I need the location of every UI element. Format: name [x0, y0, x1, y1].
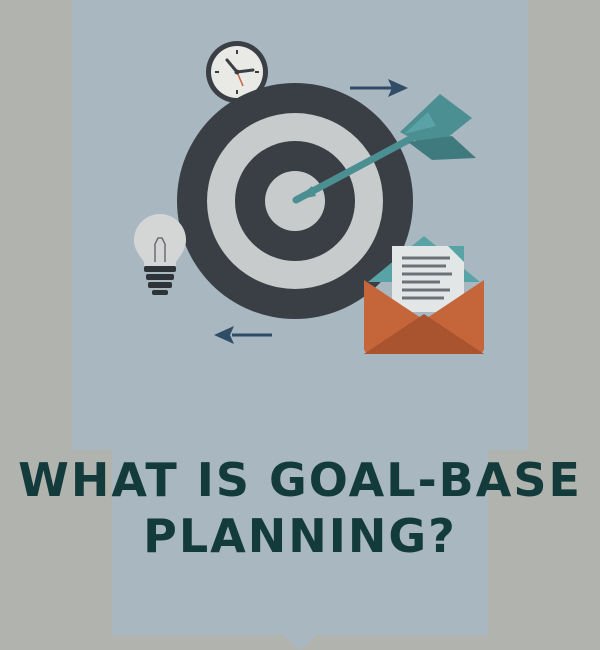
- lightbulb-icon: [134, 214, 186, 295]
- clock-icon: [206, 41, 268, 103]
- headline-line-2: PLANNING?: [143, 509, 457, 563]
- goal-illustration: [134, 41, 484, 354]
- arrow-left-icon: [214, 326, 272, 344]
- page-headline: WHAT IS GOAL-BASE PLANNING?: [0, 452, 600, 564]
- arrow-right-icon: [350, 79, 408, 97]
- illustration-panel-lower: [112, 450, 488, 635]
- dart-icon: [292, 94, 476, 204]
- headline-line-1: WHAT IS GOAL-BASE: [18, 453, 582, 507]
- panel-notch: [283, 635, 317, 650]
- envelope-icon: [364, 236, 484, 354]
